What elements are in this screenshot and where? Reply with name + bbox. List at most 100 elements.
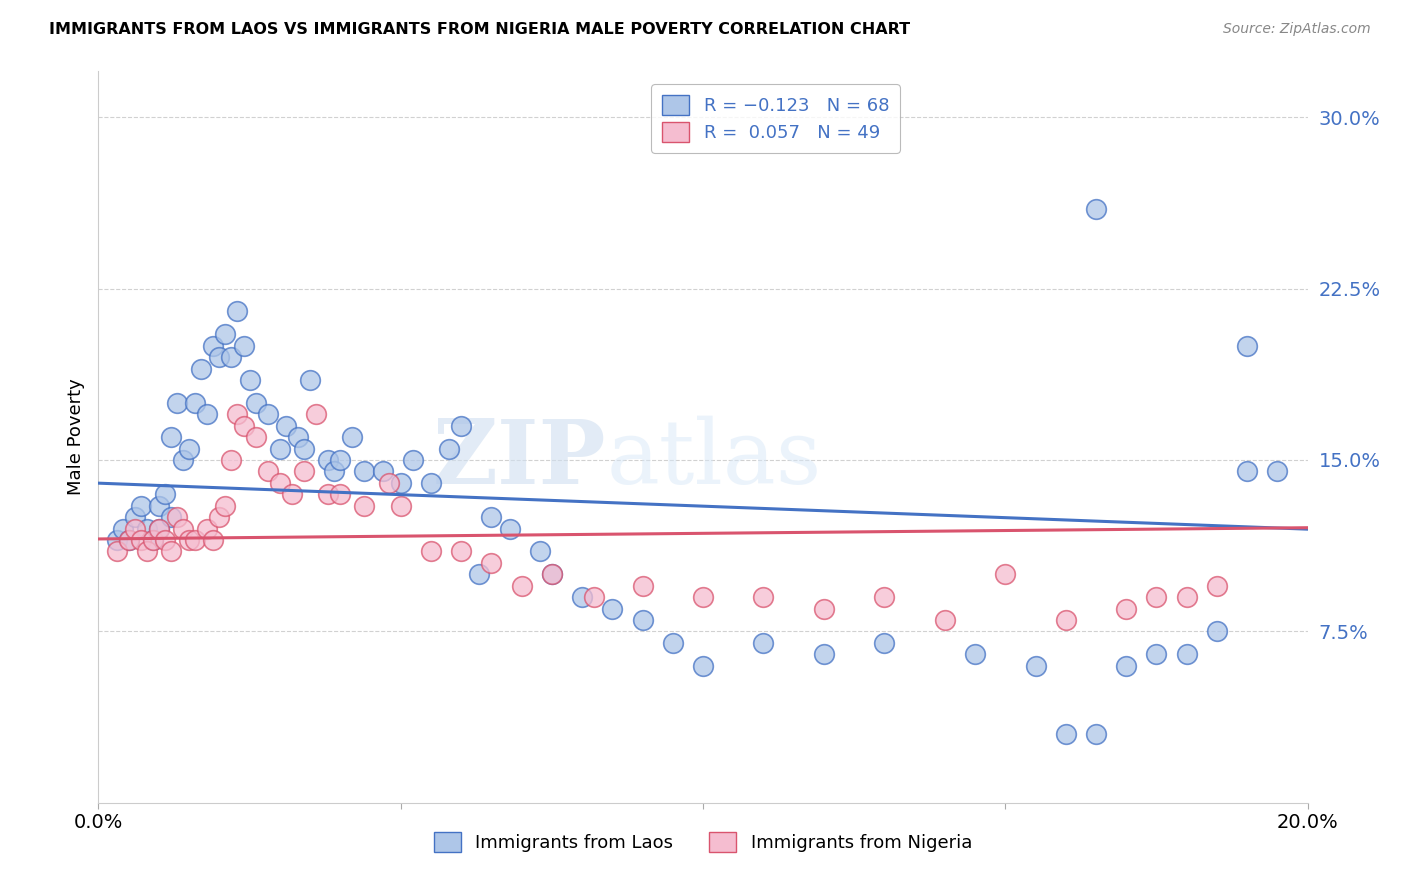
Point — [468, 567, 491, 582]
Point — [450, 418, 472, 433]
Point — [232, 418, 254, 433]
Point — [1206, 579, 1229, 593]
Point — [184, 533, 207, 547]
Point — [813, 647, 835, 661]
Point — [371, 464, 394, 478]
Legend: Immigrants from Laos, Immigrants from Nigeria: Immigrants from Laos, Immigrants from Ni… — [426, 825, 980, 860]
Point — [752, 590, 775, 604]
Point — [184, 396, 207, 410]
Point — [389, 475, 412, 490]
Point — [1115, 601, 1137, 615]
Point — [389, 499, 412, 513]
Point — [202, 338, 225, 352]
Point — [226, 304, 249, 318]
Point — [329, 453, 352, 467]
Point — [540, 567, 562, 582]
Text: Source: ZipAtlas.com: Source: ZipAtlas.com — [1223, 22, 1371, 37]
Point — [420, 544, 443, 558]
Point — [571, 590, 593, 604]
Point — [1085, 202, 1108, 216]
Point — [129, 533, 152, 547]
Point — [353, 499, 375, 513]
Point — [166, 510, 188, 524]
Point — [292, 442, 315, 456]
Point — [323, 464, 346, 478]
Point — [208, 510, 231, 524]
Point — [269, 475, 291, 490]
Point — [377, 475, 399, 490]
Point — [124, 510, 146, 524]
Point — [208, 350, 231, 364]
Point — [195, 521, 218, 535]
Point — [631, 579, 654, 593]
Point — [1144, 590, 1167, 604]
Point — [142, 533, 165, 547]
Point — [148, 499, 170, 513]
Point — [583, 590, 606, 604]
Point — [172, 521, 194, 535]
Point — [994, 567, 1017, 582]
Point — [256, 464, 278, 478]
Point — [1144, 647, 1167, 661]
Point — [316, 453, 339, 467]
Point — [934, 613, 956, 627]
Point — [692, 590, 714, 604]
Point — [105, 544, 128, 558]
Point — [118, 533, 141, 547]
Point — [287, 430, 309, 444]
Point — [160, 544, 183, 558]
Point — [481, 556, 503, 570]
Point — [661, 636, 683, 650]
Point — [752, 636, 775, 650]
Point — [437, 442, 460, 456]
Point — [1115, 658, 1137, 673]
Point — [510, 579, 533, 593]
Point — [329, 487, 352, 501]
Point — [160, 510, 183, 524]
Point — [135, 544, 157, 558]
Point — [498, 521, 520, 535]
Point — [124, 521, 146, 535]
Point — [342, 430, 364, 444]
Point — [226, 407, 249, 421]
Point — [631, 613, 654, 627]
Point — [245, 396, 267, 410]
Point — [292, 464, 315, 478]
Point — [316, 487, 339, 501]
Point — [1175, 647, 1198, 661]
Point — [135, 521, 157, 535]
Point — [692, 658, 714, 673]
Point — [245, 430, 267, 444]
Point — [179, 442, 201, 456]
Point — [1206, 624, 1229, 639]
Point — [153, 487, 176, 501]
Point — [481, 510, 503, 524]
Point — [202, 533, 225, 547]
Point — [1267, 464, 1289, 478]
Text: IMMIGRANTS FROM LAOS VS IMMIGRANTS FROM NIGERIA MALE POVERTY CORRELATION CHART: IMMIGRANTS FROM LAOS VS IMMIGRANTS FROM … — [49, 22, 910, 37]
Point — [190, 361, 212, 376]
Point — [232, 338, 254, 352]
Point — [529, 544, 551, 558]
Point — [602, 601, 624, 615]
Text: atlas: atlas — [606, 416, 821, 503]
Point — [118, 533, 141, 547]
Point — [813, 601, 835, 615]
Point — [1054, 727, 1077, 741]
Point — [195, 407, 218, 421]
Point — [353, 464, 375, 478]
Point — [1024, 658, 1046, 673]
Point — [269, 442, 291, 456]
Text: ZIP: ZIP — [433, 416, 606, 502]
Point — [148, 521, 170, 535]
Point — [160, 430, 183, 444]
Point — [281, 487, 304, 501]
Point — [142, 533, 165, 547]
Point — [148, 521, 170, 535]
Point — [1236, 338, 1258, 352]
Point — [873, 590, 896, 604]
Point — [105, 533, 128, 547]
Point — [172, 453, 194, 467]
Point — [873, 636, 896, 650]
Point — [1236, 464, 1258, 478]
